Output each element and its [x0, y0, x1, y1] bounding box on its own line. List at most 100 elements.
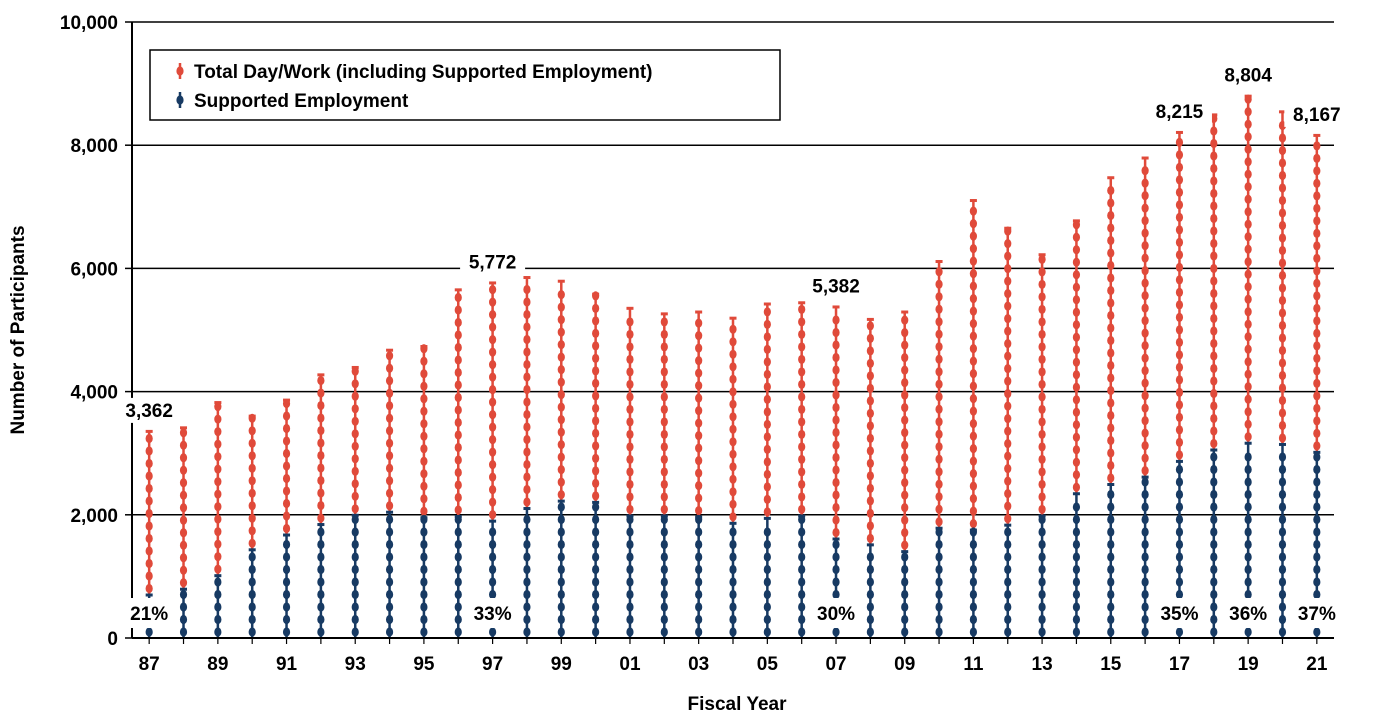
x-tick-label: 17: [1169, 654, 1190, 675]
pct-label: 36%: [1229, 604, 1267, 625]
total-bar-16: [1141, 156, 1149, 477]
total-bar-18: [1210, 113, 1218, 450]
supported-bar-92: [317, 523, 325, 638]
total-bar-87: [145, 429, 153, 595]
supported-bar-93: [351, 513, 359, 638]
total-bar-01: [626, 306, 634, 516]
x-tick-label: 09: [894, 654, 915, 675]
total-bar-11: [969, 199, 978, 530]
supported-bar-12: [1004, 523, 1012, 638]
y-tick-label: 8,000: [70, 136, 118, 157]
pct-label: 21%: [130, 604, 168, 625]
x-tick-label: 89: [207, 654, 228, 675]
total-bar-92: [317, 373, 325, 525]
supported-bar-13: [1038, 514, 1046, 638]
supported-bar-90: [248, 548, 256, 638]
total-bar-04: [729, 316, 737, 523]
pct-label: 33%: [474, 604, 512, 625]
total-bar-08: [866, 317, 874, 545]
pct-label-bg: [1293, 598, 1340, 628]
x-tick-label: 91: [276, 654, 298, 675]
supported-bar-15: [1107, 483, 1115, 638]
x-tick-label: 03: [688, 654, 709, 675]
y-tick-label: 10,000: [60, 13, 118, 34]
value-label-bg: [460, 249, 526, 275]
pct-label-bg: [1225, 598, 1272, 628]
total-bar-98: [523, 276, 531, 509]
supported-bar-02: [660, 514, 668, 638]
value-label-bg: [1146, 98, 1212, 124]
legend-label: Total Day/Work (including Supported Empl…: [194, 62, 652, 83]
total-bar-03: [695, 310, 703, 517]
value-label: 5,772: [469, 252, 517, 273]
supported-bar-04: [729, 521, 737, 638]
total-bar-02: [660, 312, 668, 516]
supported-bar-91: [282, 533, 291, 638]
pct-label-bg: [469, 598, 516, 628]
supported-bar-98: [523, 507, 531, 638]
total-bar-93: [351, 365, 359, 515]
y-tick-label: 0: [107, 629, 118, 650]
bars: [145, 94, 1321, 638]
value-label-bg: [1284, 101, 1350, 127]
value-label-bg: [1215, 62, 1281, 88]
total-bar-14: [1072, 219, 1081, 494]
supported-bar-00: [592, 500, 600, 638]
x-tick-label: 21: [1306, 654, 1328, 675]
value-label: 5,382: [812, 276, 860, 297]
total-bar-99: [557, 279, 565, 501]
supported-bar-10: [935, 526, 943, 638]
x-tick-label: 97: [482, 654, 503, 675]
x-tick-label: 05: [757, 654, 779, 675]
supported-bar-96: [454, 514, 462, 638]
x-tick-label: 15: [1100, 654, 1122, 675]
total-bar-95: [420, 344, 428, 518]
total-bar-20: [1278, 110, 1287, 444]
supported-bar-01: [626, 514, 634, 638]
total-bar-94: [385, 348, 394, 512]
x-axis-title: Fiscal Year: [688, 694, 788, 715]
x-tick-label: 07: [825, 654, 846, 675]
total-bar-19: [1244, 94, 1252, 443]
value-label: 8,804: [1224, 66, 1272, 87]
total-bar-10: [935, 260, 943, 528]
total-bar-91: [282, 398, 291, 535]
total-bar-89: [214, 401, 222, 576]
axes: 0 2,000 4,000 6,000 8,000 10,000 87 89 91 93 95 97 9…: [60, 13, 1334, 675]
pct-label: 37%: [1298, 604, 1336, 625]
y-axis-title: Number of Participants: [8, 225, 29, 434]
supported-bar-95: [420, 514, 428, 638]
total-bar-15: [1107, 176, 1115, 484]
supported-bar-18: [1210, 448, 1218, 638]
supported-bar-20: [1278, 442, 1287, 638]
data-labels: 3,362 21% 5,772 33% 5,382 30% 8,215 35% 8,804 36%…: [116, 62, 1350, 628]
total-bar-96: [454, 288, 462, 517]
supported-bar-14: [1072, 492, 1081, 638]
x-tick-label: 93: [345, 654, 366, 675]
legend: Total Day/Work (including Supported Empl…: [149, 49, 781, 121]
value-label: 8,215: [1156, 102, 1204, 123]
total-bar-09: [901, 310, 909, 552]
total-bar-13: [1038, 253, 1046, 516]
x-tick-label: 11: [963, 654, 984, 675]
total-bar-21: [1313, 133, 1321, 452]
total-bar-97: [489, 281, 497, 521]
supported-bar-09: [901, 550, 909, 638]
total-bar-12: [1004, 226, 1012, 525]
total-bar-88: [179, 426, 188, 589]
supported-bar-03: [695, 514, 703, 638]
supported-bar-11: [969, 527, 978, 638]
total-bar-06: [798, 301, 806, 516]
pct-label-bg: [1156, 598, 1203, 628]
gridlines: [132, 21, 1334, 516]
legend-item: Total Day/Work (including Supported Empl…: [176, 62, 652, 83]
total-bar-07: [832, 305, 840, 539]
pct-label: 30%: [817, 604, 855, 625]
total-bar-05: [763, 302, 771, 518]
x-tick-label: 87: [139, 654, 160, 675]
supported-bar-99: [557, 499, 565, 638]
supported-bar-05: [763, 516, 771, 638]
x-tick-label: 95: [413, 654, 435, 675]
y-tick-label: 2,000: [70, 506, 118, 527]
supported-bar-89: [214, 574, 222, 638]
